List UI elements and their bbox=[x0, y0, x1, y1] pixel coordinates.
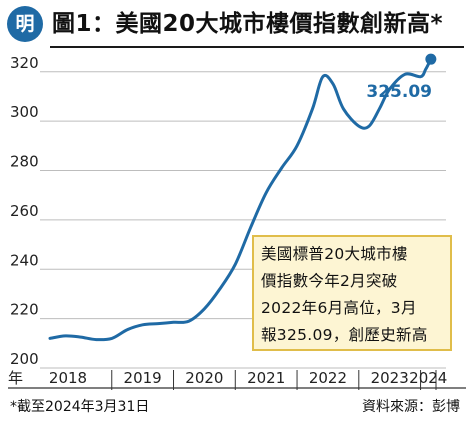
y-tick-label-240: 240 bbox=[10, 251, 39, 269]
y-tick-label-260: 260 bbox=[10, 202, 39, 220]
source-credit: 資料來源：彭博 bbox=[362, 399, 460, 415]
y-tick-labels: 200 220 240 260 280 300 320 bbox=[10, 54, 39, 368]
series-layer: 325.09 bbox=[48, 53, 437, 342]
y-tick-label-300: 300 bbox=[10, 103, 39, 121]
logo-char: 明 bbox=[15, 12, 35, 35]
annotation-box: 美國標普20大城市樓 價指數今年2月突破 2022年6月高位，3月 報325.0… bbox=[252, 235, 452, 351]
title-rule bbox=[50, 46, 464, 48]
x-tick-label-2021: 2021 bbox=[247, 369, 285, 387]
chart-title: 圖1：美國20大城市樓價指數創新高* bbox=[52, 11, 444, 37]
y-tick-label-220: 220 bbox=[10, 301, 39, 319]
annotation-line-2: 價指數今年2月突破 bbox=[261, 272, 398, 290]
x-year-prefix: 年 bbox=[8, 369, 23, 387]
annotation-line-3: 2022年6月高位，3月 bbox=[261, 299, 417, 317]
x-tick-label-2019: 2019 bbox=[124, 369, 162, 387]
x-tick-label-2018: 2018 bbox=[49, 369, 87, 387]
footnote: *截至2024年3月31日 bbox=[10, 399, 150, 415]
y-tick-label-280: 280 bbox=[10, 153, 39, 171]
end-value-label: 325.09 bbox=[366, 82, 432, 102]
x-tick-label-2023: 2023 bbox=[371, 369, 409, 387]
logo: 明 bbox=[7, 6, 43, 42]
y-tick-label-200: 200 bbox=[10, 350, 39, 368]
x-tick-label-2020: 2020 bbox=[185, 369, 223, 387]
x-tick-label-2022: 2022 bbox=[309, 369, 347, 387]
annotation-line-1: 美國標普20大城市樓 bbox=[261, 245, 408, 263]
series-line bbox=[48, 57, 433, 342]
x-tick-label-2024: 2024 bbox=[409, 369, 447, 387]
y-tick-label-320: 320 bbox=[10, 54, 39, 72]
end-point-marker bbox=[425, 53, 437, 65]
annotation-line-4: 報325.09，創歷史新高 bbox=[261, 326, 428, 344]
x-tick-labels: 年 2018 2019 2020 2021 2022 2023 2024 bbox=[8, 369, 447, 387]
